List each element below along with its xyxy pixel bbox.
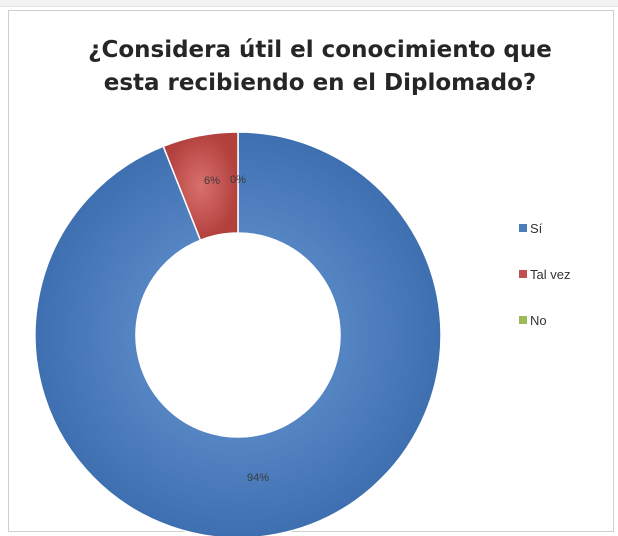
slice-si [34, 131, 442, 536]
data-label-si: 94% [247, 472, 269, 484]
chart-title-line-2: esta recibiendo en el Diplomado? [103, 70, 537, 96]
chart-title: ¿Considera útil el conocimiento que esta… [40, 34, 600, 100]
legend-swatch-si [519, 224, 527, 232]
data-label-no: 0% [230, 174, 246, 186]
data-labels: 94% 6% 0% [204, 174, 269, 484]
legend: Sí Tal vez No [519, 221, 570, 328]
window-top-edge [0, 0, 618, 7]
slice-tal-vez [162, 131, 239, 242]
legend-label-si: Sí [530, 221, 543, 236]
donut-slices [34, 131, 442, 536]
legend-swatch-no [519, 316, 527, 324]
legend-label-tal-vez: Tal vez [530, 267, 570, 282]
data-label-tal-vez: 6% [204, 175, 220, 187]
legend-label-no: No [530, 313, 547, 328]
legend-swatch-tal-vez [519, 270, 527, 278]
chart-title-line-1: ¿Considera útil el conocimiento que [88, 37, 552, 63]
